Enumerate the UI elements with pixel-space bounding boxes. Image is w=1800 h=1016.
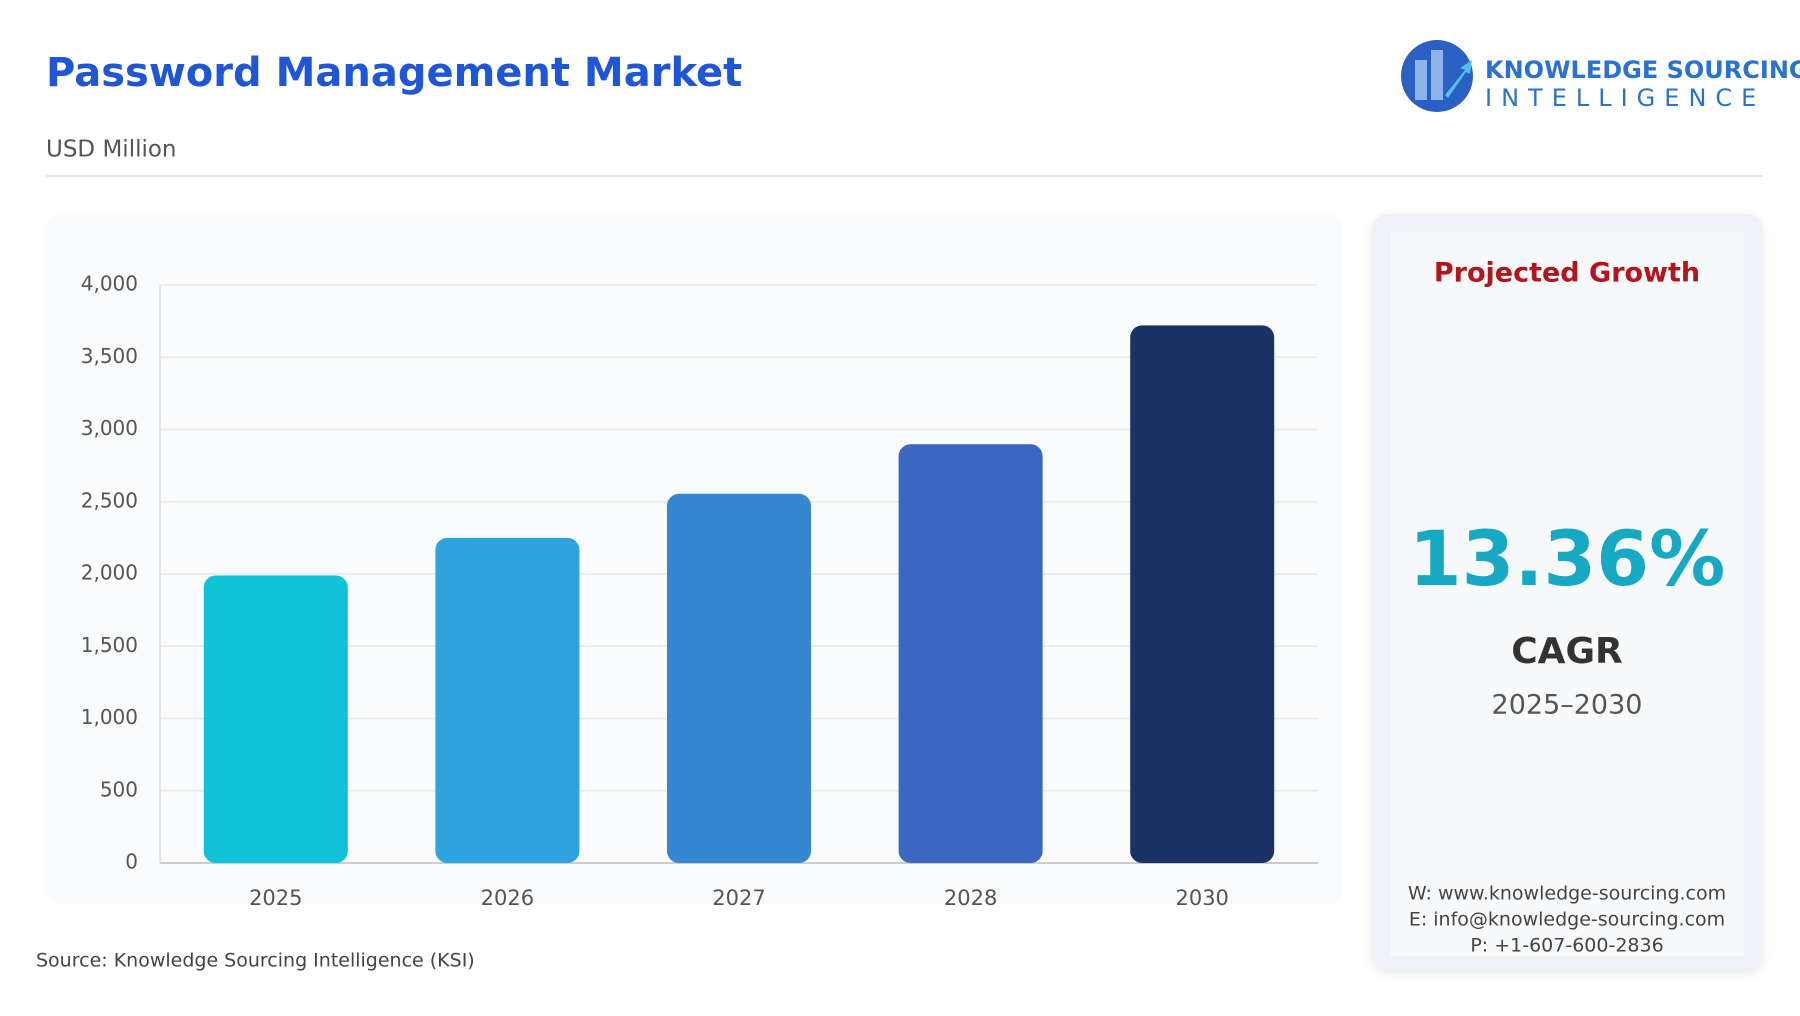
website: W: www.knowledge-sourcing.com	[1408, 883, 1726, 905]
bar	[667, 493, 811, 863]
phone: P: +1-607-600-2836	[1470, 935, 1663, 957]
x-tick-label: 2027	[712, 886, 765, 910]
x-tick-label: 2025	[249, 886, 302, 910]
x-tick-label: 2030	[1175, 886, 1228, 910]
cagr-value: 13.36%	[1409, 514, 1726, 603]
x-tick-label: 2028	[944, 886, 997, 910]
logo: KNOWLEDGE SOURCING INTELLIGENCE	[1401, 40, 1800, 112]
panel-inner	[1391, 232, 1744, 956]
logo-text: INTELLIGENCE	[1485, 84, 1765, 112]
chart-subtitle: USD Million	[46, 137, 177, 163]
bar	[435, 537, 580, 863]
period: 2025–2030	[1492, 690, 1643, 721]
y-tick-label: 4,000	[81, 272, 138, 296]
y-tick-label: 3,500	[81, 344, 138, 368]
panel-heading: Projected Growth	[1434, 258, 1700, 289]
y-tick-label: 1,000	[81, 705, 138, 729]
y-tick-label: 0	[125, 850, 138, 874]
y-tick-label: 1,500	[81, 633, 138, 657]
logo-text: KNOWLEDGE SOURCING	[1485, 56, 1800, 84]
source: Source: Knowledge Sourcing Intelligence …	[36, 950, 475, 972]
email: E: info@knowledge-sourcing.com	[1409, 909, 1725, 931]
y-tick-label: 2,500	[81, 488, 138, 512]
x-tick-label: 2026	[481, 886, 534, 910]
plot: 0 500 1,000 1,500 2,000 2,500 3,000 3,500 4,000 2…	[81, 272, 1318, 910]
cagr-label: CAGR	[1511, 631, 1623, 672]
bar	[898, 444, 1043, 863]
bar	[203, 575, 348, 863]
y-tick-label: 500	[100, 777, 138, 801]
bar	[1130, 325, 1275, 863]
chart-title: Password Management Market	[46, 50, 742, 96]
y-tick-label: 2,000	[81, 561, 138, 585]
y-tick-label: 3,000	[81, 416, 138, 440]
